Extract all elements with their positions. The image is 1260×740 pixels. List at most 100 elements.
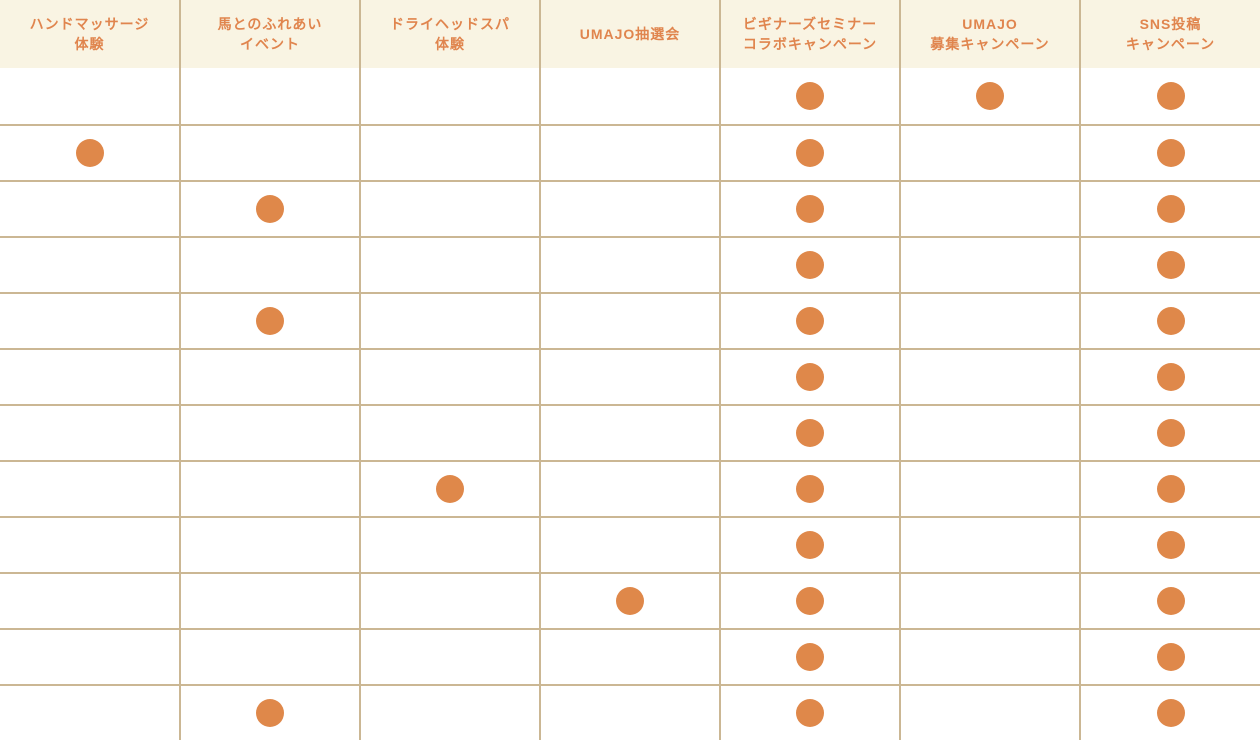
matrix-cell bbox=[179, 404, 360, 461]
matrix-cell bbox=[1079, 180, 1260, 237]
matrix-cell bbox=[539, 516, 720, 573]
column-header-label: UMAJO抽選会 bbox=[579, 26, 681, 42]
matrix-cell bbox=[0, 236, 180, 293]
presence-dot-icon bbox=[1156, 195, 1185, 223]
presence-dot-icon bbox=[1156, 587, 1185, 615]
header-row: ハンドマッサージ 体験 馬とのふれあい イベント ドライヘッドスパ 体験 UMAJO抽選会ビ… bbox=[0, 0, 1260, 68]
matrix-cell bbox=[179, 180, 360, 237]
table-row bbox=[0, 684, 1260, 740]
column-header-label: UMAJO bbox=[962, 16, 1018, 32]
matrix-cell bbox=[0, 180, 180, 237]
matrix-cell bbox=[359, 180, 540, 237]
matrix-cell bbox=[719, 292, 900, 349]
matrix-cell bbox=[179, 68, 360, 125]
column-header-label: キャンペーン bbox=[1125, 36, 1216, 52]
matrix-cell bbox=[0, 292, 180, 349]
table-row bbox=[0, 460, 1260, 517]
matrix-cell bbox=[1079, 236, 1260, 293]
column-header-umajo-lottery: UMAJO抽選会 bbox=[539, 0, 720, 68]
matrix-cell bbox=[0, 628, 180, 685]
column-header-label: コラボキャンペーン bbox=[742, 36, 878, 52]
matrix-cell bbox=[1079, 572, 1260, 629]
matrix-cell bbox=[359, 516, 540, 573]
matrix-cell bbox=[0, 516, 180, 573]
table-row bbox=[0, 68, 1260, 125]
matrix-cell bbox=[1079, 684, 1260, 740]
matrix-cell bbox=[539, 628, 720, 685]
matrix-cell bbox=[1079, 460, 1260, 517]
matrix-cell bbox=[1079, 404, 1260, 461]
presence-dot-icon bbox=[436, 475, 464, 503]
matrix-cell bbox=[899, 684, 1080, 740]
table-row bbox=[0, 404, 1260, 461]
column-header-label: 体験 bbox=[435, 36, 465, 52]
table-row bbox=[0, 180, 1260, 237]
matrix-cell bbox=[719, 68, 900, 125]
table-row bbox=[0, 348, 1260, 405]
column-header-dry-head-spa: ドライヘッドスパ 体験 bbox=[359, 0, 540, 68]
presence-dot-icon bbox=[796, 307, 824, 335]
matrix-cell bbox=[359, 236, 540, 293]
matrix-cell bbox=[719, 404, 900, 461]
matrix-cell bbox=[0, 124, 180, 181]
matrix-cell bbox=[539, 68, 720, 125]
column-header-horse-contact-event: 馬とのふれあい イベント bbox=[179, 0, 360, 68]
column-header-hand-massage: ハンドマッサージ 体験 bbox=[0, 0, 180, 68]
matrix-cell bbox=[539, 292, 720, 349]
matrix-cell bbox=[179, 628, 360, 685]
presence-dot-icon bbox=[256, 699, 284, 727]
matrix-cell bbox=[899, 180, 1080, 237]
presence-dot-icon bbox=[796, 363, 824, 391]
matrix-cell bbox=[0, 348, 180, 405]
matrix-cell bbox=[179, 684, 360, 740]
presence-dot-icon bbox=[1156, 419, 1185, 447]
table-row bbox=[0, 236, 1260, 293]
presence-dot-icon bbox=[256, 307, 284, 335]
matrix-cell bbox=[359, 292, 540, 349]
presence-dot-icon bbox=[1156, 251, 1185, 279]
matrix-cell bbox=[179, 292, 360, 349]
matrix-cell bbox=[179, 572, 360, 629]
presence-dot-icon bbox=[1156, 531, 1185, 559]
presence-dot-icon bbox=[796, 82, 824, 110]
presence-dot-icon bbox=[1156, 643, 1185, 671]
presence-dot-icon bbox=[796, 251, 824, 279]
matrix-cell bbox=[899, 348, 1080, 405]
presence-dot-icon bbox=[1156, 699, 1185, 727]
presence-dot-icon bbox=[1156, 363, 1185, 391]
matrix-cell bbox=[359, 572, 540, 629]
matrix-cell bbox=[719, 460, 900, 517]
matrix-cell bbox=[1079, 348, 1260, 405]
matrix-cell bbox=[359, 628, 540, 685]
column-header-label: ドライヘッドスパ bbox=[390, 16, 510, 32]
matrix-cell bbox=[899, 292, 1080, 349]
column-header-beginners-seminar-collab: ビギナーズセミナー コラボキャンペーン bbox=[719, 0, 900, 68]
column-header-sns-post-campaign: SNS投稿 キャンペーン bbox=[1079, 0, 1260, 68]
matrix-cell bbox=[719, 628, 900, 685]
matrix-cell bbox=[0, 68, 180, 125]
presence-dot-icon bbox=[256, 195, 284, 223]
table-row bbox=[0, 124, 1260, 181]
matrix-cell bbox=[359, 684, 540, 740]
presence-dot-icon bbox=[796, 643, 824, 671]
matrix-cell bbox=[899, 628, 1080, 685]
matrix-cell bbox=[899, 572, 1080, 629]
column-header-label: イベント bbox=[240, 36, 300, 52]
matrix-cell bbox=[179, 348, 360, 405]
matrix-cell bbox=[539, 124, 720, 181]
matrix-cell bbox=[1079, 68, 1260, 125]
presence-dot-icon bbox=[1156, 139, 1185, 167]
matrix-cell bbox=[359, 68, 540, 125]
matrix-cell bbox=[0, 572, 180, 629]
matrix-cell bbox=[899, 124, 1080, 181]
matrix-cell bbox=[539, 404, 720, 461]
table-row bbox=[0, 292, 1260, 349]
matrix-header: ハンドマッサージ 体験 馬とのふれあい イベント ドライヘッドスパ 体験 UMAJO抽選会ビ… bbox=[0, 0, 1260, 68]
matrix-cell bbox=[719, 516, 900, 573]
presence-dot-icon bbox=[976, 82, 1004, 110]
matrix-cell bbox=[899, 68, 1080, 125]
matrix-cell bbox=[539, 460, 720, 517]
matrix-cell bbox=[539, 684, 720, 740]
matrix-cell bbox=[1079, 292, 1260, 349]
matrix-cell bbox=[0, 460, 180, 517]
